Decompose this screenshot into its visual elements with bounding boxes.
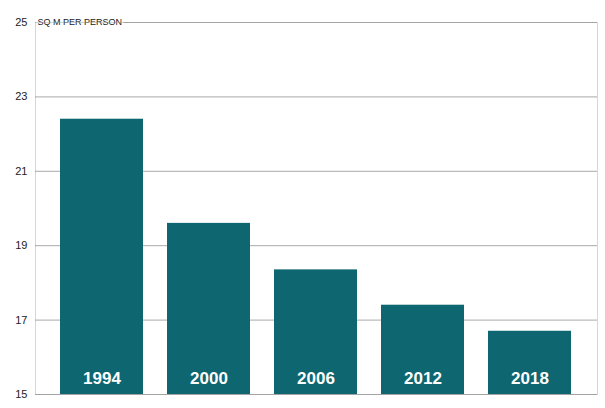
svg-text:1994: 1994 [83,369,121,388]
svg-text:2018: 2018 [511,369,549,388]
svg-text:SQ M PER PERSON: SQ M PER PERSON [37,17,122,28]
svg-text:23: 23 [15,90,27,102]
svg-text:15: 15 [15,388,27,400]
svg-text:21: 21 [15,165,27,177]
svg-text:2000: 2000 [190,369,228,388]
svg-text:19: 19 [15,239,27,251]
svg-text:2012: 2012 [404,369,442,388]
svg-text:17: 17 [15,314,27,326]
svg-text:2006: 2006 [297,369,335,388]
svg-text:25: 25 [15,16,27,28]
